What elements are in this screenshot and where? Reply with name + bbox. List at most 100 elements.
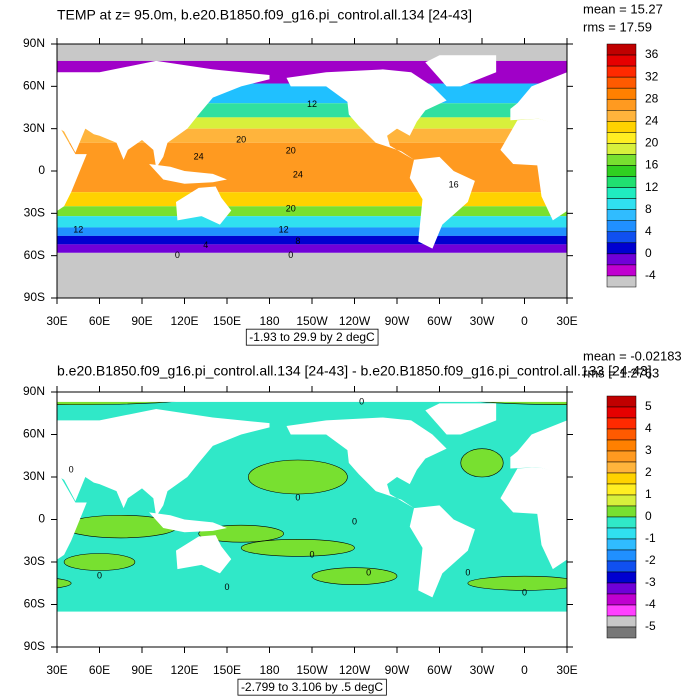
info-box — [245, 328, 379, 346]
colorbar-box — [606, 417, 637, 430]
colorbar-label: 20 — [645, 136, 659, 150]
panel-title: b.e20.B1850.f09_g16.pi_control.all.134 [… — [57, 363, 652, 379]
land — [149, 512, 227, 533]
x-label: 30E — [46, 663, 67, 677]
colorbar-box — [606, 516, 637, 529]
y-label: 0 — [38, 512, 45, 526]
x-label: 60E — [89, 314, 110, 328]
colorbar-box — [606, 209, 637, 221]
ocean-band — [57, 128, 567, 143]
contour-label: 20 — [286, 203, 296, 213]
contour-label: 0 — [175, 250, 180, 260]
x-label: 180 — [259, 314, 279, 328]
anomaly-region — [247, 459, 348, 495]
colorbar-box — [606, 472, 637, 485]
ocean-band — [57, 216, 567, 228]
colorbar-box — [606, 626, 637, 639]
colorbar-box — [606, 198, 637, 210]
colorbar-box — [606, 604, 637, 617]
colorbar-box — [606, 505, 637, 518]
colorbar-box — [606, 121, 637, 133]
map: 20 12 24 20 24 16 20 12 8 12 4 0 0 — [57, 44, 700, 298]
info-label: -2.799 to 3.106 by .5 degC — [241, 680, 383, 694]
ocean-band — [57, 192, 567, 207]
x-label: 120W — [339, 314, 371, 328]
contour-label: 0 — [366, 568, 371, 578]
x-label: 90W — [385, 663, 410, 677]
ocean-band — [57, 142, 567, 193]
y-label: 60N — [23, 427, 45, 441]
x-label: 30W — [470, 663, 495, 677]
x-label: 90W — [385, 314, 410, 328]
contour-label: 0 — [97, 571, 102, 581]
land — [659, 512, 700, 532]
ocean-band — [57, 235, 567, 245]
x-label: 180 — [259, 663, 279, 677]
stat: rms = 17.59 — [583, 19, 652, 34]
contour-label: 0 — [69, 464, 74, 474]
colorbar-box — [606, 65, 637, 78]
colorbar-box — [606, 176, 637, 188]
colorbar-box — [606, 483, 637, 496]
colorbar-box — [606, 549, 637, 562]
colorbar-label: 12 — [645, 180, 659, 194]
land — [510, 420, 567, 476]
contour-label: 12 — [307, 99, 317, 109]
land — [286, 417, 447, 509]
land — [686, 187, 700, 225]
arctic — [57, 392, 567, 402]
x-label: 90E — [131, 663, 152, 677]
colorbar-box — [606, 264, 637, 277]
contour-label: 20 — [236, 134, 246, 144]
stat: mean = 15.27 — [583, 1, 663, 16]
anomaly-region — [198, 524, 284, 543]
anomaly-region — [311, 567, 398, 585]
colorbar-box — [606, 461, 637, 474]
stat: mean = -0.02183 — [583, 348, 682, 363]
colorbar-box — [606, 231, 637, 244]
anomaly-region — [467, 575, 567, 591]
colorbar-label: 28 — [645, 91, 659, 105]
contour-label: 24 — [194, 151, 204, 161]
colorbar-box — [606, 43, 637, 56]
colorbar-box — [606, 98, 637, 111]
colorbar-box — [606, 253, 637, 266]
colorbar-label: -4 — [645, 268, 656, 282]
colorbar-label: 32 — [645, 69, 659, 83]
colorbar-box — [606, 615, 637, 628]
colorbar-box — [606, 132, 637, 144]
colorbar-label: -5 — [645, 619, 656, 633]
y-label: 90N — [23, 384, 45, 398]
colorbar-box — [606, 527, 637, 540]
y-label: 60N — [23, 79, 45, 93]
colorbar-label: 0 — [645, 246, 652, 260]
colorbar-label: 16 — [645, 158, 659, 172]
x-label: 150W — [296, 314, 328, 328]
info-box — [237, 678, 387, 696]
x-label: 120E — [170, 314, 198, 328]
map: 0 0 0 0 0 0 0 0 0 0 — [57, 392, 700, 647]
colorbar-label: 36 — [645, 47, 659, 61]
colorbar-label: 0 — [645, 509, 652, 523]
colorbar-box — [606, 165, 637, 177]
y-label: 90S — [24, 290, 45, 304]
contour-label: 0 — [309, 549, 314, 559]
colorbar-box — [606, 450, 637, 463]
colorbar-label: 1 — [645, 487, 652, 501]
land — [500, 467, 567, 570]
ocean-band — [57, 227, 567, 236]
y-label: 30S — [24, 206, 45, 220]
colorbar-label: 5 — [645, 399, 652, 413]
colorbar-box — [606, 242, 637, 255]
x-label: 150E — [213, 314, 241, 328]
x-label: 30W — [470, 314, 495, 328]
contour-label: 0 — [359, 396, 364, 406]
land — [286, 69, 447, 160]
contour-label: 20 — [286, 146, 296, 156]
arctic — [57, 44, 567, 54]
colorbar-box — [606, 538, 637, 551]
colorbar-box — [606, 54, 637, 67]
land — [57, 60, 270, 169]
colorbar-box — [606, 560, 637, 573]
